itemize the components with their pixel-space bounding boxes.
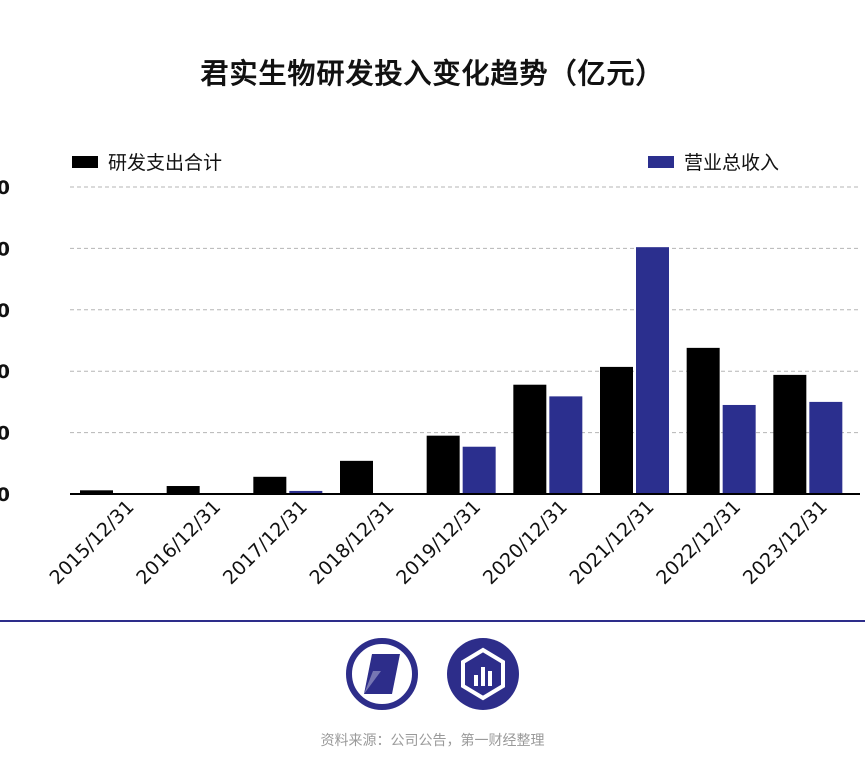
y-tick-label: 50 [0,177,10,199]
bar-rd [686,347,720,494]
y-tick-label: 10 [0,423,10,445]
legend-swatch-revenue [648,155,674,168]
x-tick-label: 2017/12/31 [219,496,312,589]
footer-divider [0,620,865,622]
bar-rd [513,384,547,494]
x-tick-label: 2023/12/31 [739,496,832,589]
bar-revenue [636,247,669,494]
chart-title: 君实生物研发投入变化趋势（亿元） [200,57,665,90]
y-tick-label: 20 [0,361,10,383]
x-tick-label: 2022/12/31 [652,496,745,589]
legend-item-rd: 研发支出合计 [72,148,222,175]
legend-item-revenue: 营业总收入 [648,148,779,175]
bar-hexagon-logo-icon [447,638,519,710]
y-tick-label: 0 [0,484,10,506]
source-note: 资料来源：公司公告，第一财经整理 [320,733,545,749]
legend-label-revenue: 营业总收入 [684,152,780,174]
bar-rd [340,460,373,494]
bar-rd [253,476,287,494]
bar-rd [600,366,633,494]
bar-rd [166,486,200,494]
bar-chart: 0 10 20 30 40 50 2015/12/312016/12/312017/12/3… [0,177,860,589]
x-tick-label: 2021/12/31 [566,496,659,589]
skewed-panel-logo-icon [346,638,418,710]
bar-revenue [549,396,583,494]
y-tick-label: 30 [0,300,10,322]
bar-rd [80,490,113,494]
x-tick-label: 2020/12/31 [479,496,572,589]
bar-revenue [722,404,756,494]
legend-label-rd: 研发支出合计 [108,152,223,174]
bar-revenue [289,490,323,494]
bar-rd [426,435,460,494]
x-tick-label: 2019/12/31 [392,496,485,589]
x-tick-label: 2016/12/31 [132,496,225,589]
bar-rd [773,374,807,494]
x-tick-label: 2015/12/31 [46,496,139,589]
x-tick-label: 2018/12/31 [306,496,399,589]
bar-revenue [809,401,843,494]
bar-revenue [462,446,496,494]
legend-swatch-rd [72,155,98,168]
y-tick-label: 40 [0,238,10,260]
